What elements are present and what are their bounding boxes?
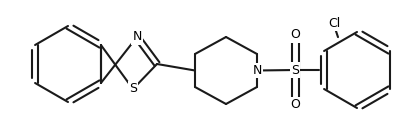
Text: O: O [290,99,300,112]
Text: N: N [252,64,262,77]
Text: S: S [129,83,137,96]
Text: O: O [290,28,300,42]
Text: Cl: Cl [328,17,340,30]
Text: N: N [132,30,142,44]
Text: S: S [291,64,299,76]
